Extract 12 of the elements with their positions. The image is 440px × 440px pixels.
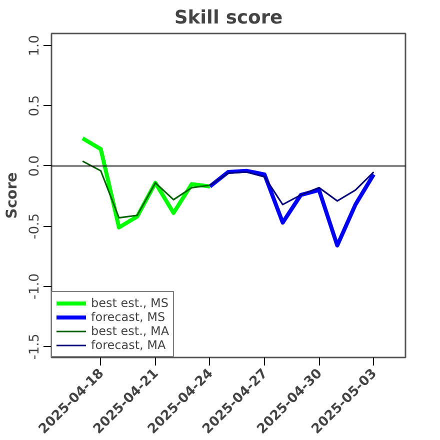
legend-label: forecast, MA [91, 338, 166, 352]
legend-label: best est., MA [91, 324, 170, 338]
y-tick-label: 0.0 [28, 155, 42, 177]
legend-label: forecast, MS [91, 310, 166, 324]
chart-title: Skill score [174, 8, 283, 28]
y-tick-label: -1.0 [28, 273, 42, 300]
y-tick-label: 0.5 [28, 95, 42, 116]
legend-label: best est., MS [91, 296, 169, 310]
y-tick-label: -1.5 [28, 334, 42, 360]
y-axis-title: Score [4, 172, 20, 219]
y-tick-label: -0.5 [28, 213, 42, 240]
y-tick-label: 1.0 [28, 34, 42, 56]
